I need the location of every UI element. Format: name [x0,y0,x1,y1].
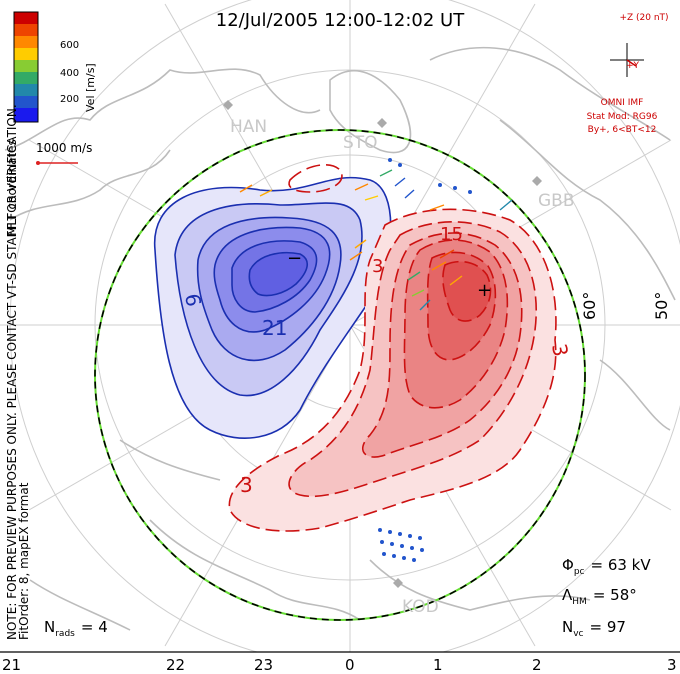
contour-label-pos-2: 15 [440,224,463,245]
mlt-tick-23: 23 [254,656,273,674]
velocity-vectors [239,169,513,311]
scale-vector-label: 1000 m/s [36,141,92,155]
imf-crosshair [610,43,644,77]
scale-vector-dot [36,161,40,165]
preview-note: NOTE: FOR PREVIEW PURPOSES ONLY. PLEASE … [5,104,19,640]
stat-phi-pc: Φpc = 63 kV [562,556,651,577]
positive-potential-cell [228,164,557,532]
mlt-tick-22: 22 [166,656,185,674]
vector-dots [378,158,472,562]
negative-potential-cell [154,176,392,439]
station-gbb: GBB [538,191,575,211]
colorbar-tick-400: 400 [60,68,79,79]
imf-z-label: +Z (20 nT) [619,13,668,23]
stat-nvc-sub: vc [573,629,583,639]
imf-source: OMNI IMF [601,98,644,108]
stat-nrads-symbol: N [44,618,55,636]
fit-order-label: FitOrder: 8, mapEX format [17,482,31,640]
mlt-tick-2: 2 [532,656,542,674]
station-sto: STO [343,133,378,153]
mlt-tick-21: 21 [2,656,21,674]
stat-lambda-value: = 58° [593,586,637,604]
mlt-tick-1: 1 [433,656,443,674]
colorbar-axis-label: Vel [m/s] [84,63,97,112]
coastlines [4,46,676,631]
stat-lambda-symbol: Λ [562,586,573,604]
boundary-circle-black [94,129,586,621]
stat-nrads: Nrads = 4 [44,618,108,639]
stat-nvc: Nvc = 97 [562,618,626,639]
potential-max-marker: + [477,280,492,301]
stat-lambda-hm: ΛHM = 58° [562,586,637,607]
imf-condition: By+, 6<BT<12 [588,125,657,135]
contour-label-pos-4: 3 [240,473,253,497]
latitude-label-60: 60° [580,292,599,320]
contour-label-pos-1: 3 [372,256,383,277]
potential-min-marker: − [287,248,302,269]
imf-stat-mod: Stat Mod: RG96 [587,112,658,122]
mlt-tick-3: 3 [667,656,677,674]
stat-nrads-sub: rads [55,629,75,639]
stat-nvc-value: = 97 [590,618,626,636]
contour-label-neg-1: 6 [180,292,206,309]
station-han: HAN [230,117,267,137]
stat-lambda-sub: HM [572,597,587,607]
velocity-colorbar [13,11,39,123]
colorbar-tick-600: 600 [60,40,79,51]
plot-title: 12/Jul/2005 12:00-12:02 UT [216,10,465,31]
station-kod: KOD [402,597,439,617]
imf-y-label: +Y [626,61,640,71]
stat-nrads-value: = 4 [81,618,108,636]
contour-label-neg-2: 21 [262,316,287,340]
stat-nvc-symbol: N [562,618,573,636]
stat-phi-symbol: Φ [562,556,574,574]
stat-phi-value: = 63 kV [590,556,651,574]
colorbar-tick-200: 200 [60,94,79,105]
mlt-coordinates-label: MLT coordinates [5,139,19,236]
contour-label-pos-3: 3 [547,342,573,359]
mlt-tick-0: 0 [345,656,355,674]
stat-phi-sub: pc [574,567,585,577]
station-markers [223,100,542,588]
latitude-label-50: 50° [652,292,671,320]
